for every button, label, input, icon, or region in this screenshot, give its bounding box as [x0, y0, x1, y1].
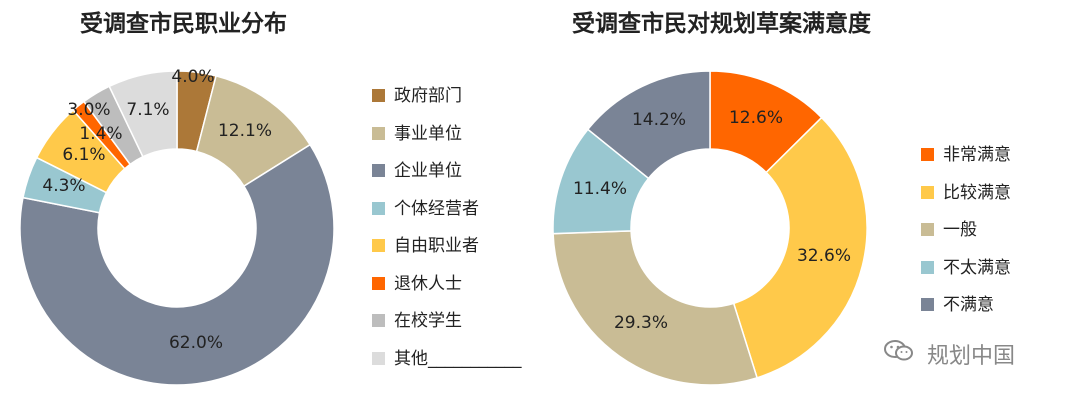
legend-swatch: [921, 148, 934, 161]
legend-swatch: [372, 201, 385, 215]
chart1-data-label-1: 12.1%: [218, 121, 272, 141]
wechat-icon: [884, 339, 914, 369]
legend-swatch: [372, 276, 385, 290]
chart1-data-label-6: 3.0%: [67, 100, 110, 120]
legend-swatch: [921, 185, 934, 199]
chart1-slice-7: [108, 70, 178, 158]
chart1-data-label-3: 4.3%: [42, 176, 85, 196]
legend-swatch: [372, 239, 385, 252]
legend-label: 个体经营者: [394, 198, 479, 219]
legend-label: 政府部门: [394, 86, 462, 106]
chart2-data-label-4: 14.2%: [632, 110, 686, 130]
legend-swatch: [372, 89, 385, 102]
legend-swatch: [921, 298, 934, 311]
chart2-slice-4: [586, 70, 711, 180]
legend-swatch: [921, 260, 934, 274]
chart2-slice-2: [552, 230, 759, 386]
chart2-data-label-3: 11.4%: [573, 179, 627, 199]
legend-label: 事业单位: [394, 123, 462, 144]
chart2-title: 受调查市民对规划草案满意度: [572, 11, 871, 37]
chart1-data-label-0: 4.0%: [171, 67, 214, 87]
legend-swatch: [372, 314, 385, 327]
watermark: 规划中国: [884, 338, 1015, 370]
legend-label: 比较满意: [943, 182, 1011, 203]
legend-swatch: [372, 351, 385, 365]
chart1-data-label-4: 6.1%: [62, 145, 105, 165]
chart2-data-label-0: 12.6%: [729, 108, 783, 128]
chart1-data-label-5: 1.4%: [79, 124, 122, 144]
chart1-data-label-2: 62.0%: [169, 333, 223, 353]
chart2-slice-1: [732, 116, 868, 379]
legend-swatch: [921, 223, 934, 236]
legend-label: 一般: [943, 220, 977, 240]
legend-label: 退休人士: [394, 273, 462, 294]
legend-label: 在校学生: [394, 311, 462, 331]
legend-label: 企业单位: [394, 161, 462, 181]
chart1-slice-2: [19, 143, 335, 386]
legend-label: 非常满意: [943, 145, 1011, 165]
chart2-data-label-1: 32.6%: [797, 246, 851, 266]
chart2-data-label-2: 29.3%: [614, 313, 668, 333]
legend-label: 不太满意: [943, 257, 1011, 278]
legend-swatch: [372, 164, 385, 177]
watermark-text: 规划中国: [927, 344, 1016, 369]
legend-swatch: [372, 126, 385, 140]
legend-label: 其他___________: [394, 348, 522, 369]
chart1-title: 受调查市民职业分布: [80, 11, 287, 37]
legend-label: 不满意: [943, 295, 994, 315]
legend-label: 自由职业者: [394, 236, 479, 256]
chart1-data-label-7: 7.1%: [126, 100, 169, 120]
